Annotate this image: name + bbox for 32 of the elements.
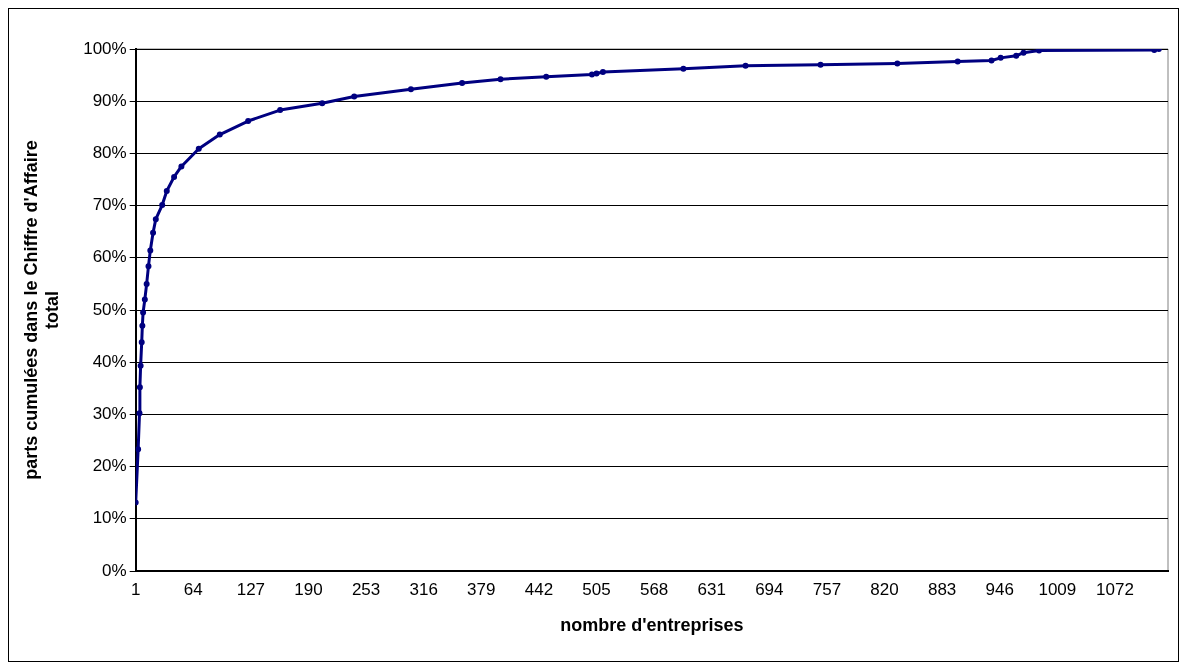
x-tick-label: 1072 — [1096, 579, 1134, 599]
x-tick-label: 253 — [351, 579, 381, 599]
x-tick-label: 1 — [130, 579, 141, 599]
x-tick-label: 757 — [812, 579, 842, 599]
x-tick-label: 190 — [294, 579, 323, 599]
x-tick-label: 379 — [467, 579, 496, 599]
x-tick-label: 127 — [236, 579, 266, 599]
y-tick-label: 40% — [92, 351, 127, 371]
frame: nombre d'entreprises parts cumulées dans le Chiffre d'Affaire total 1 64 127 190 253 316 379 442 505 568 631 694 757 820 883 946 1009 1072 0% 10% 20% 30% 40% 50% 60% 70% 80% 90% 100% — [8, 8, 1179, 662]
y-axis-title: parts cumulées dans le Chiffre d'Affaire total — [20, 140, 63, 480]
x-tick-label: 64 — [183, 579, 203, 599]
x-tick-label: 316 — [409, 579, 438, 599]
y-tick-label: 70% — [92, 195, 127, 215]
y-tick-label: 50% — [92, 299, 127, 319]
x-tick-label: 1009 — [1038, 579, 1077, 599]
y-tick-label: 20% — [92, 456, 127, 476]
y-tick-label: 90% — [92, 90, 127, 110]
x-tick-label: 820 — [870, 579, 899, 599]
y-tick-label: 80% — [92, 143, 127, 163]
y-tick-label: 30% — [92, 404, 127, 424]
x-tick-label: 631 — [697, 579, 726, 599]
x-tick-label: 442 — [524, 579, 554, 599]
y-tick-label: 100% — [83, 38, 127, 58]
x-tick-label: 946 — [985, 579, 1014, 599]
x-tick-label: 505 — [582, 579, 611, 599]
x-tick-label: 568 — [639, 579, 669, 599]
x-axis-title: nombre d'entreprises — [560, 615, 744, 636]
y-tick-label: 60% — [92, 247, 127, 267]
x-tick-label: 883 — [927, 579, 957, 599]
y-tick-label: 10% — [92, 508, 127, 528]
x-tick-label: 694 — [755, 579, 784, 599]
y-tick-label: 0% — [102, 560, 127, 580]
